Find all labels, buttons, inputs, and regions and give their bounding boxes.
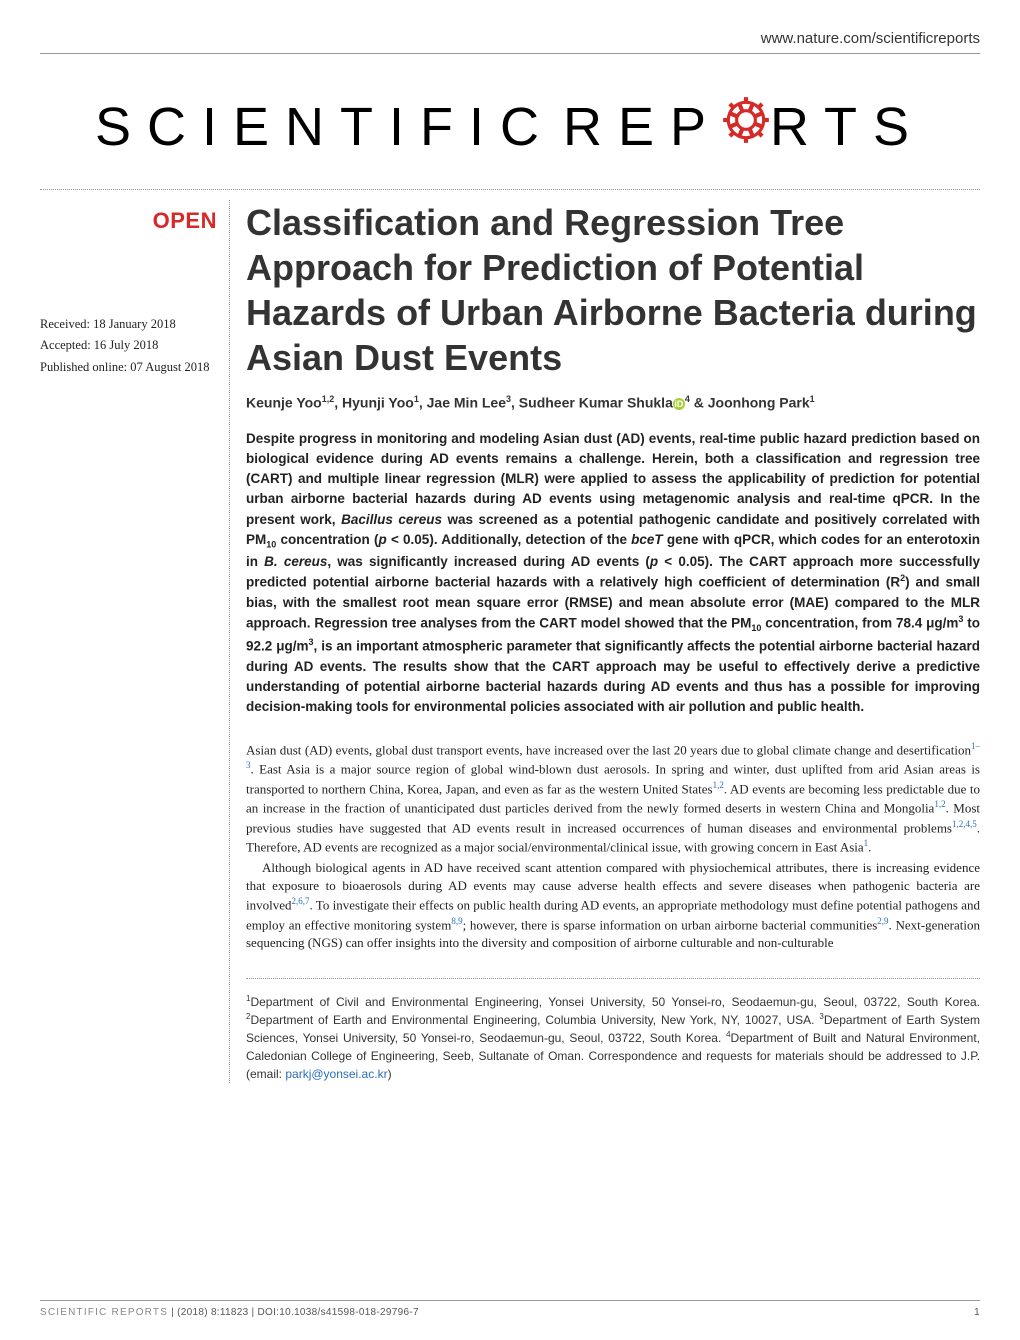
publication-dates: Received: 18 January 2018 Accepted: 16 J… — [40, 314, 217, 378]
logo-word-1: SCIENTIFIC — [95, 96, 555, 158]
journal-url[interactable]: www.nature.com/scientificreports — [761, 30, 980, 47]
logo-word-2-post: RTS — [770, 96, 925, 158]
sidebar: OPEN Received: 18 January 2018 Accepted:… — [40, 200, 230, 1083]
open-access-badge: OPEN — [40, 208, 217, 234]
abstract: Despite progress in monitoring and model… — [246, 429, 980, 718]
article-title: Classification and Regression Tree Appro… — [246, 200, 980, 380]
orcid-icon: iD — [673, 398, 685, 410]
body-paragraph-2: Although biological agents in AD have re… — [246, 859, 980, 953]
date-published: Published online: 07 August 2018 — [40, 357, 217, 378]
affiliations: 1Department of Civil and Environmental E… — [246, 978, 980, 1083]
author-list: Keunje Yoo1,2, Hyunji Yoo1, Jae Min Lee3… — [246, 394, 980, 411]
journal-logo: SCIENTIFIC REP — [40, 94, 980, 159]
content-area: OPEN Received: 18 January 2018 Accepted:… — [40, 189, 980, 1083]
page-container: www.nature.com/scientificreports SCIENTI… — [0, 0, 1020, 1340]
footer-journal-name: SCIENTIFIC REPORTS — [40, 1307, 168, 1318]
date-accepted: Accepted: 16 July 2018 — [40, 335, 217, 356]
page-number: 1 — [974, 1307, 980, 1318]
date-received: Received: 18 January 2018 — [40, 314, 217, 335]
footer-citation-text: | (2018) 8:11823 | DOI:10.1038/s41598-01… — [168, 1307, 419, 1318]
footer-citation: SCIENTIFIC REPORTS | (2018) 8:11823 | DO… — [40, 1307, 419, 1318]
main-column: Classification and Regression Tree Appro… — [242, 200, 980, 1083]
header-bar: www.nature.com/scientificreports — [40, 30, 980, 54]
gear-icon — [720, 94, 772, 159]
logo-word-2-pre: REP — [563, 96, 722, 158]
page-footer: SCIENTIFIC REPORTS | (2018) 8:11823 | DO… — [40, 1300, 980, 1318]
body-paragraph-1: Asian dust (AD) events, global dust tran… — [246, 740, 980, 857]
body-text: Asian dust (AD) events, global dust tran… — [246, 740, 980, 953]
